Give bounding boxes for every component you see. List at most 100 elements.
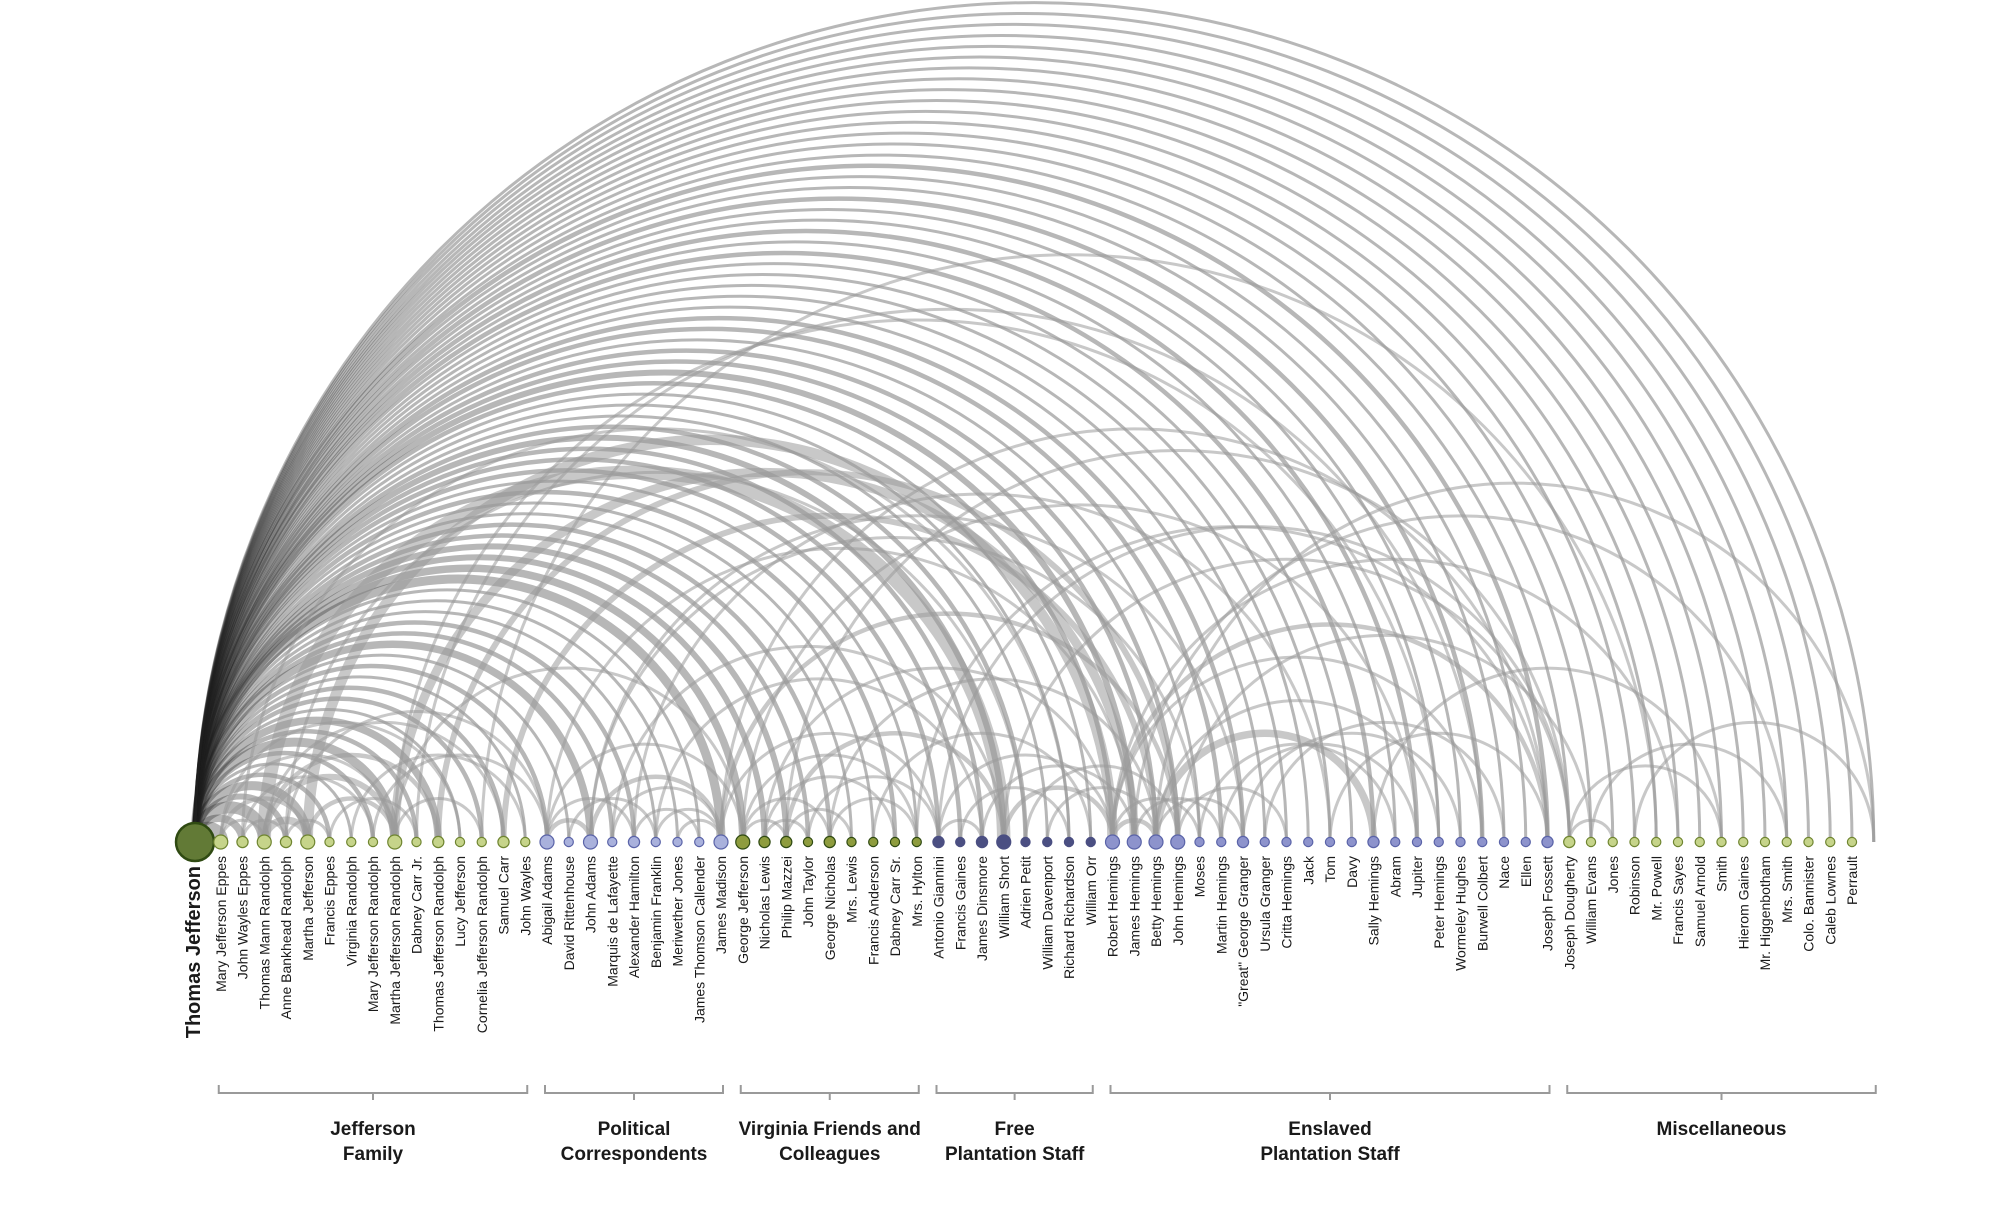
node-thomas-jefferson[interactable] [174, 821, 216, 863]
node-mrs-hylton[interactable] [911, 836, 922, 848]
node-david-rittenhouse[interactable] [563, 836, 574, 848]
node-abigail-adams[interactable] [539, 834, 555, 850]
node-mr-higgenbotham[interactable] [1759, 836, 1771, 848]
node-francis-sayes[interactable] [1672, 836, 1684, 848]
node-samuel-carr[interactable] [497, 835, 510, 849]
node-william-davenport[interactable] [1042, 836, 1053, 848]
node-label-mary-jefferson-eppes: Mary Jefferson Eppes [213, 856, 229, 992]
node-samuel-arnold[interactable] [1694, 836, 1705, 848]
node-john-hemings[interactable] [1170, 834, 1186, 850]
arc-link-0-27 [192, 543, 790, 843]
node-joseph-fossett[interactable] [1541, 835, 1554, 849]
arc-link-0-53 [193, 262, 1354, 843]
node-peter-hemings[interactable] [1433, 836, 1444, 848]
node-james-dinsmore[interactable] [975, 835, 989, 849]
node-thomas-jefferson-randolph[interactable] [432, 835, 445, 849]
node-robert-hemings[interactable] [1104, 834, 1121, 850]
arc-link-0-45 [192, 348, 1180, 843]
node-nace[interactable] [1498, 836, 1510, 848]
node-mr-powell[interactable] [1651, 836, 1662, 848]
arc-link-42-59 [1111, 655, 1484, 843]
node-davy[interactable] [1346, 836, 1357, 848]
node-anne-bankhead-randolph[interactable] [279, 835, 293, 849]
node-francis-eppes[interactable] [324, 836, 335, 848]
node-abram[interactable] [1390, 836, 1401, 848]
node-marquis-de-lafayette[interactable] [607, 836, 618, 848]
node-moses[interactable] [1194, 836, 1205, 848]
node-mrs-smith[interactable] [1781, 836, 1792, 848]
node-antonio-giannini[interactable] [932, 835, 945, 849]
node-francis-gaines[interactable] [955, 836, 966, 848]
arc-link-0-15 [193, 675, 527, 843]
node-thomas-mann-randolph[interactable] [256, 834, 272, 850]
node-john-adams[interactable] [582, 834, 599, 850]
arc-link-46-55 [1198, 742, 1397, 843]
group-label-enslaved: Enslaved [1288, 1119, 1371, 1140]
node-betty-hemings[interactable] [1148, 834, 1164, 850]
arc-link-35-40 [958, 786, 1071, 843]
node-label-wormeley-hughes: Wormeley Hughes [1453, 856, 1469, 971]
node-richard-richardson[interactable] [1063, 836, 1075, 848]
group-label-misc: Miscellaneous [1657, 1119, 1787, 1140]
node-cornelia-jefferson-randolph[interactable] [476, 836, 487, 848]
node-wormeley-hughes[interactable] [1455, 836, 1466, 848]
node-william-orr[interactable] [1085, 836, 1096, 848]
node-francis-anderson[interactable] [868, 836, 879, 848]
node-colo-bannister[interactable] [1803, 836, 1814, 848]
arc-link-0-69 [193, 88, 1702, 843]
node-james-madison[interactable] [713, 834, 729, 850]
node-benjamin-franklin[interactable] [650, 836, 661, 848]
node-james-thomson-callender[interactable] [694, 836, 705, 848]
node-joseph-dougherty[interactable] [1563, 835, 1576, 849]
node-jones[interactable] [1607, 836, 1618, 848]
node-great-george-granger[interactable] [1236, 835, 1250, 849]
node-smith[interactable] [1716, 836, 1727, 848]
arc-link-0-16 [192, 663, 550, 843]
node-mary-jefferson-randolph[interactable] [367, 836, 379, 848]
node-dabney-carr-jr[interactable] [411, 836, 422, 848]
node-burwell-colbert[interactable] [1477, 836, 1488, 848]
node-james-hemings[interactable] [1126, 834, 1142, 850]
node-nicholas-lewis[interactable] [758, 835, 771, 849]
node-john-taylor[interactable] [802, 836, 814, 848]
node-meriwether-jones[interactable] [672, 836, 683, 848]
node-mrs-lewis[interactable] [846, 836, 857, 848]
arc-link-0-64 [193, 142, 1593, 843]
node-hierom-gaines[interactable] [1738, 836, 1749, 848]
node-virginia-randolph[interactable] [346, 836, 357, 848]
node-mary-jefferson-eppes[interactable] [213, 834, 229, 850]
node-tom[interactable] [1324, 836, 1336, 848]
node-ellen[interactable] [1520, 836, 1531, 848]
node-label-nicholas-lewis: Nicholas Lewis [757, 856, 773, 949]
node-critta-hemings[interactable] [1281, 836, 1292, 848]
node-george-jefferson[interactable] [735, 834, 751, 850]
node-jack[interactable] [1303, 836, 1314, 848]
node-philip-mazzei[interactable] [780, 835, 793, 849]
node-alexander-hamilton[interactable] [627, 835, 641, 849]
node-john-wayles-eppes[interactable] [236, 835, 249, 849]
node-ursula-granger[interactable] [1259, 836, 1270, 848]
arc-link-37-63 [1002, 557, 1571, 843]
node-john-wayles[interactable] [520, 836, 531, 848]
arc-link-0-71 [193, 66, 1745, 843]
node-adrien-petit[interactable] [1020, 836, 1031, 848]
node-label-mr-powell: Mr. Powell [1648, 856, 1664, 921]
node-george-nicholas[interactable] [823, 835, 836, 849]
node-william-evans[interactable] [1585, 836, 1597, 848]
node-martha-jefferson[interactable] [300, 834, 316, 850]
node-dabney-carr-sr[interactable] [889, 836, 901, 848]
node-sally-hemings[interactable] [1367, 835, 1380, 849]
node-label-richard-richardson: Richard Richardson [1061, 856, 1077, 979]
node-perrault[interactable] [1846, 836, 1858, 848]
node-robinson[interactable] [1629, 836, 1640, 848]
node-martin-hemings[interactable] [1216, 836, 1227, 848]
node-label-samuel-carr: Samuel Carr [496, 856, 512, 935]
node-caleb-lownes[interactable] [1825, 836, 1836, 848]
arc-link-16-25 [545, 742, 745, 843]
node-william-short[interactable] [996, 834, 1012, 850]
node-martha-jefferson-randolph[interactable] [387, 834, 403, 850]
node-jupiter[interactable] [1411, 836, 1423, 848]
node-lucy-jefferson[interactable] [454, 836, 466, 848]
arc-link-0-65 [193, 131, 1615, 843]
arc-link-11-45 [435, 469, 1181, 843]
